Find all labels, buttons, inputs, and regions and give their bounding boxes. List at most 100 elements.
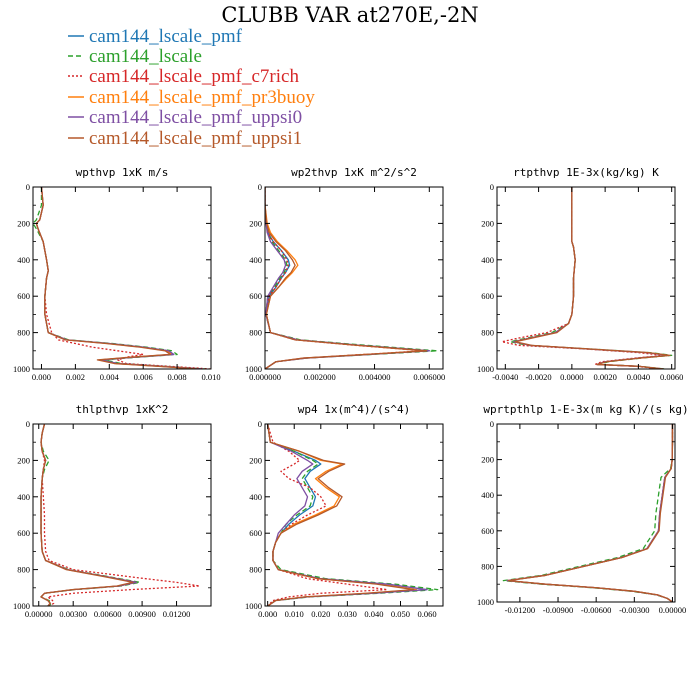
- y-tick-label: 600: [249, 528, 262, 538]
- series-line-cam144_lscale_pmf_pr3buoy: [265, 187, 428, 369]
- x-tick-label: 0.002: [66, 372, 85, 382]
- x-tick-label: 0.020: [311, 609, 330, 619]
- x-tick-label: 0.030: [338, 609, 357, 619]
- x-tick-label: 0.000: [258, 609, 277, 619]
- series-line-cam144_lscale_pmf_uppsi0: [267, 424, 428, 606]
- series-line-cam144_lscale_pmf_c7rich: [35, 187, 211, 369]
- panel: wp2thvp 1xK m^2/s^2 0.000000 0.002000 0.004…: [245, 166, 445, 382]
- y-tick-label: 600: [481, 526, 494, 536]
- panel: thlpthvp 1xK^2 0.00000 0.00300 0.00600 0.009…: [13, 403, 212, 619]
- x-tick-label: -0.01200: [505, 605, 535, 615]
- x-tick-label: 0.040: [364, 609, 383, 619]
- series-line-cam144_lscale_pmf_c7rich: [506, 424, 674, 602]
- series-line-cam144_lscale_pmf: [265, 187, 430, 369]
- x-tick-label: 0.000000: [249, 372, 281, 382]
- panel-title: wpthvp 1xK m/s: [76, 166, 169, 179]
- y-tick-label: 600: [249, 291, 262, 301]
- legend-entry: cam144_lscale_pmf: [68, 26, 243, 47]
- y-tick-label: 800: [481, 561, 494, 571]
- x-tick-label: 0.002000: [304, 372, 336, 382]
- x-tick-label: 0.050: [391, 609, 410, 619]
- plot-frame: [264, 186, 444, 370]
- legend-entry: cam144_lscale_pmf_uppsi0: [68, 107, 302, 128]
- x-tick-label: -0.0040: [492, 372, 518, 382]
- y-tick-label: 1000: [245, 601, 262, 611]
- series-line-cam144_lscale_pmf_uppsi1: [507, 424, 674, 602]
- y-tick-label: 200: [249, 218, 262, 228]
- x-tick-label: -0.0020: [525, 372, 551, 382]
- legend-label: cam144_lscale_pmf_uppsi0: [89, 107, 302, 128]
- plot-frame: [496, 186, 676, 370]
- y-tick-label: 0: [26, 182, 30, 192]
- y-tick-label: 400: [481, 490, 494, 500]
- x-tick-label: 0.00000: [25, 609, 53, 619]
- x-tick-label: 0.004: [100, 372, 120, 382]
- series-line-cam144_lscale_pmf_uppsi1: [35, 187, 200, 369]
- series-line-cam144_lscale_pmf_uppsi1: [265, 187, 428, 369]
- panel: wp4 1x(m^4)/(s^4) 0.000 0.010 0.020 0.030 0.0…: [245, 403, 444, 619]
- legend-label: cam144_lscale_pmf_uppsi1: [89, 128, 302, 149]
- series-line-cam144_lscale_pmf_uppsi1: [267, 424, 415, 606]
- series-line-cam144_lscale_pmf: [35, 187, 203, 369]
- y-tick-label: 600: [481, 291, 494, 301]
- x-tick-label: 0.0060: [660, 372, 683, 382]
- x-tick-label: 0.0020: [593, 372, 616, 382]
- legend-entry: cam144_lscale_pmf_pr3buoy: [68, 87, 315, 108]
- series-group: [33, 187, 211, 369]
- x-tick-label: 0.0000: [560, 372, 583, 382]
- x-tick-label: 0.00600: [94, 609, 122, 619]
- series-line-cam144_lscale_pmf_uppsi1: [40, 424, 134, 606]
- y-tick-label: 200: [249, 455, 262, 465]
- y-tick-label: 0: [258, 182, 262, 192]
- x-tick-label: 0.004000: [359, 372, 391, 382]
- x-tick-label: 0.0040: [627, 372, 650, 382]
- series-line-cam144_lscale: [40, 424, 141, 606]
- plot-frame: [496, 423, 676, 603]
- x-tick-label: 0.01200: [163, 609, 191, 619]
- series-line-cam144_lscale_pmf_c7rich: [267, 424, 388, 606]
- series-line-cam144_lscale_pmf_c7rich: [265, 187, 425, 369]
- y-tick-label: 200: [17, 218, 30, 228]
- y-tick-label: 0: [490, 419, 494, 429]
- x-tick-label: -0.00600: [581, 605, 611, 615]
- legend-label: cam144_lscale_pmf_pr3buoy: [89, 87, 315, 108]
- panel: wpthvp 1xK m/s 0.000 0.002 0.004 0.006 0.008 0…: [13, 166, 221, 382]
- panels: wpthvp 1xK m/s 0.000 0.002 0.004 0.006 0.008 0…: [13, 166, 689, 619]
- x-tick-label: 0.006000: [413, 372, 445, 382]
- panel-title: rtpthvp 1E-3x(kg/kg) K: [513, 166, 659, 179]
- x-tick-label: 0.008: [168, 372, 187, 382]
- y-tick-label: 0: [490, 182, 494, 192]
- series-line-cam144_lscale: [265, 187, 439, 369]
- series-line-cam144_lscale: [33, 187, 206, 369]
- y-tick-label: 200: [481, 455, 494, 465]
- y-tick-label: 1000: [245, 364, 262, 374]
- y-tick-label: 400: [481, 255, 494, 265]
- y-tick-label: 600: [17, 528, 30, 538]
- y-tick-label: 200: [17, 455, 30, 465]
- x-tick-label: 0.060: [417, 609, 436, 619]
- series-line-cam144_lscale_pmf_uppsi0: [506, 424, 674, 602]
- series-line-cam144_lscale: [502, 424, 674, 602]
- series-line-cam144_lscale_pmf: [506, 424, 674, 602]
- series-line-cam144_lscale_pmf_pr3buoy: [35, 187, 201, 369]
- legend-entry: cam144_lscale: [68, 46, 202, 67]
- plot-frame: [32, 186, 212, 370]
- y-tick-label: 600: [17, 291, 30, 301]
- figure-title: CLUBB VAR at270E,-2N: [221, 3, 478, 27]
- x-tick-label: 0.00000: [659, 605, 687, 615]
- x-tick-label: 0.00900: [128, 609, 156, 619]
- series-line-cam144_lscale_pmf_pr3buoy: [506, 424, 674, 602]
- series-line-cam144_lscale_pmf_uppsi0: [265, 187, 430, 369]
- legend-label: cam144_lscale: [89, 46, 202, 67]
- y-tick-label: 400: [249, 492, 262, 502]
- y-tick-label: 800: [17, 565, 30, 575]
- x-tick-label: 0.000: [32, 372, 51, 382]
- series-line-cam144_lscale_pmf_uppsi1: [514, 187, 671, 369]
- series-line-cam144_lscale: [509, 187, 673, 369]
- series-line-cam144_lscale_pmf_uppsi0: [35, 187, 203, 369]
- series-group: [267, 424, 439, 606]
- series-line-cam144_lscale_pmf_uppsi0: [512, 187, 669, 369]
- y-tick-label: 800: [17, 328, 30, 338]
- series-group: [265, 187, 439, 369]
